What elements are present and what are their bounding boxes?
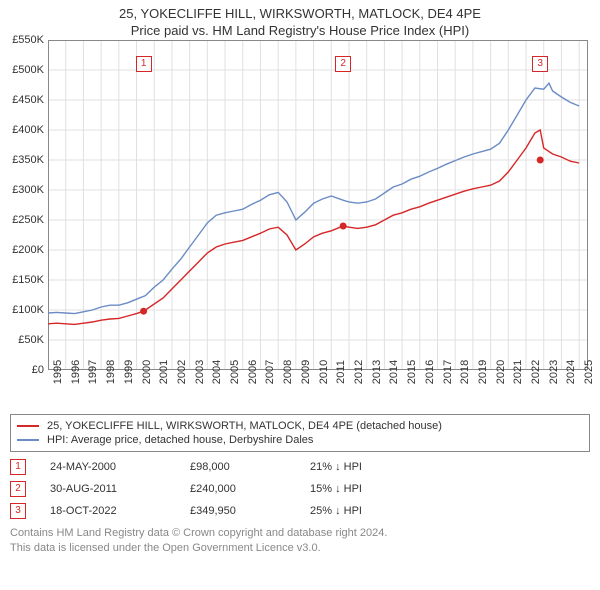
sales-diff: 15% ↓ HPI <box>310 483 430 495</box>
sale-marker-badge: 3 <box>532 56 548 72</box>
y-tick-label: £0 <box>32 364 44 376</box>
x-tick-label: 2022 <box>530 360 542 384</box>
chart-plot <box>48 40 588 370</box>
x-tick-label: 1995 <box>52 360 64 384</box>
x-tick-label: 2018 <box>459 360 471 384</box>
x-tick-label: 2002 <box>176 360 188 384</box>
sales-badge: 3 <box>10 503 26 519</box>
x-tick-label: 2024 <box>565 360 577 384</box>
x-tick-label: 2020 <box>495 360 507 384</box>
legend-label: 25, YOKECLIFFE HILL, WIRKSWORTH, MATLOCK… <box>47 420 442 432</box>
sales-diff: 21% ↓ HPI <box>310 461 430 473</box>
sales-diff: 25% ↓ HPI <box>310 505 430 517</box>
x-tick-label: 2021 <box>512 360 524 384</box>
sales-row: 2 30-AUG-2011£240,00015% ↓ HPI <box>10 478 590 500</box>
y-tick-label: £300K <box>12 184 44 196</box>
sales-row: 1 24-MAY-2000£98,00021% ↓ HPI <box>10 456 590 478</box>
footer-line-1: Contains HM Land Registry data © Crown c… <box>10 526 590 541</box>
legend-label: HPI: Average price, detached house, Derb… <box>47 434 313 446</box>
sales-row: 3 18-OCT-2022£349,95025% ↓ HPI <box>10 500 590 522</box>
x-tick-label: 2019 <box>477 360 489 384</box>
x-tick-label: 2004 <box>211 360 223 384</box>
sales-price: £98,000 <box>190 461 310 473</box>
chart-title-main: 25, YOKECLIFFE HILL, WIRKSWORTH, MATLOCK… <box>0 6 600 21</box>
x-tick-label: 2010 <box>318 360 330 384</box>
x-tick-label: 1998 <box>105 360 117 384</box>
x-tick-label: 2016 <box>424 360 436 384</box>
chart-title-sub: Price paid vs. HM Land Registry's House … <box>0 23 600 38</box>
x-tick-label: 1999 <box>123 360 135 384</box>
x-tick-label: 2009 <box>300 360 312 384</box>
x-tick-label: 2005 <box>229 360 241 384</box>
sales-badge: 2 <box>10 481 26 497</box>
legend-row: HPI: Average price, detached house, Derb… <box>17 433 583 447</box>
chart-titles: 25, YOKECLIFFE HILL, WIRKSWORTH, MATLOCK… <box>0 0 600 40</box>
chart-footer: Contains HM Land Registry data © Crown c… <box>10 526 590 556</box>
y-tick-label: £350K <box>12 154 44 166</box>
legend-row: 25, YOKECLIFFE HILL, WIRKSWORTH, MATLOCK… <box>17 419 583 433</box>
x-tick-label: 2013 <box>371 360 383 384</box>
x-tick-label: 2006 <box>247 360 259 384</box>
sale-marker-badge: 1 <box>136 56 152 72</box>
x-tick-label: 2015 <box>406 360 418 384</box>
y-tick-label: £250K <box>12 214 44 226</box>
x-axis-labels: 1995199619971998199920002001200220032004… <box>48 372 588 410</box>
chart-container: 25, YOKECLIFFE HILL, WIRKSWORTH, MATLOCK… <box>0 0 600 556</box>
sales-price: £349,950 <box>190 505 310 517</box>
sales-date: 24-MAY-2000 <box>50 461 190 473</box>
x-tick-label: 1997 <box>87 360 99 384</box>
sale-marker-badge: 2 <box>335 56 351 72</box>
y-tick-label: £50K <box>18 334 44 346</box>
x-tick-label: 2003 <box>194 360 206 384</box>
x-tick-label: 2017 <box>442 360 454 384</box>
x-tick-label: 2001 <box>158 360 170 384</box>
x-tick-label: 1996 <box>70 360 82 384</box>
legend-swatch <box>17 439 39 441</box>
x-tick-label: 2000 <box>141 360 153 384</box>
y-tick-label: £450K <box>12 94 44 106</box>
x-tick-label: 2014 <box>388 360 400 384</box>
x-tick-label: 2011 <box>335 360 347 384</box>
sales-date: 30-AUG-2011 <box>50 483 190 495</box>
y-tick-label: £400K <box>12 124 44 136</box>
x-tick-label: 2008 <box>282 360 294 384</box>
y-axis-labels: £0£50K£100K£150K£200K£250K£300K£350K£400… <box>0 40 46 370</box>
chart-area: £0 £50K £100K £150K £200K £250K £300K £350K £400… <box>0 40 600 410</box>
x-tick-label: 2012 <box>353 360 365 384</box>
x-tick-label: 2007 <box>264 360 276 384</box>
y-tick-label: £150K <box>12 274 44 286</box>
sales-badge: 1 <box>10 459 26 475</box>
y-tick-label: £500K <box>12 64 44 76</box>
y-tick-label: £100K <box>12 304 44 316</box>
x-tick-label: 2023 <box>548 360 560 384</box>
y-tick-label: £550K <box>12 34 44 46</box>
footer-line-2: This data is licensed under the Open Gov… <box>10 541 590 556</box>
y-tick-label: £200K <box>12 244 44 256</box>
sales-date: 18-OCT-2022 <box>50 505 190 517</box>
chart-legend: 25, YOKECLIFFE HILL, WIRKSWORTH, MATLOCK… <box>10 414 590 452</box>
sales-table: 1 24-MAY-2000£98,00021% ↓ HPI 2 30-AUG-2011… <box>10 456 590 522</box>
legend-swatch <box>17 425 39 427</box>
x-tick-label: 2025 <box>583 360 595 384</box>
sales-price: £240,000 <box>190 483 310 495</box>
